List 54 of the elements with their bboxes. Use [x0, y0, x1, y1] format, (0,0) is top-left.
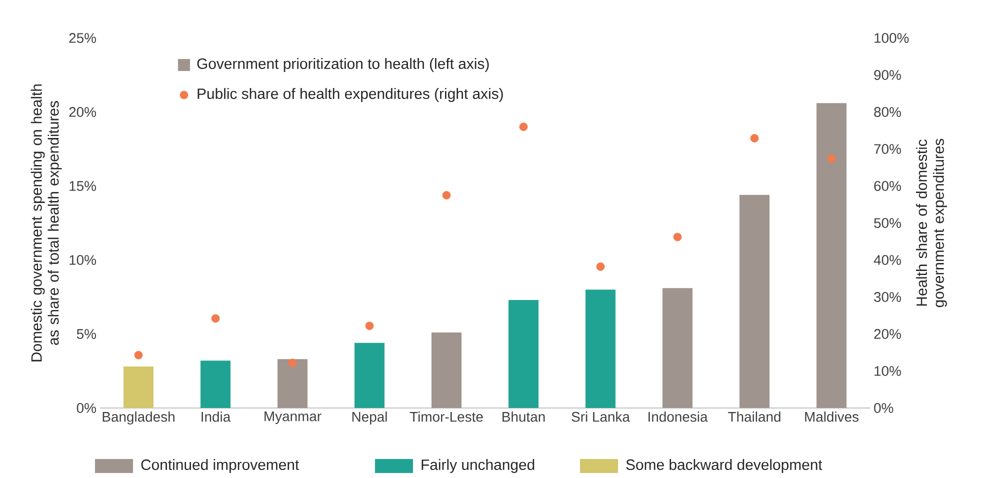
point	[288, 358, 297, 368]
y2-tick-label: 10%	[874, 366, 901, 376]
point	[442, 191, 451, 200]
legend-label: Public share of health expenditures (right axis)	[198, 88, 503, 102]
point	[134, 350, 143, 360]
y-tick-label: 20%	[69, 107, 96, 117]
point	[827, 154, 836, 163]
x-tick-label: Indonesia	[648, 412, 708, 422]
bar	[200, 360, 231, 408]
y2-tick-label: 50%	[874, 218, 901, 228]
y2-tick-label: 100%	[874, 33, 909, 43]
y-tick-label: 15%	[70, 181, 96, 191]
bar	[354, 342, 385, 408]
point	[750, 134, 759, 142]
bar	[586, 290, 616, 408]
point	[211, 314, 220, 323]
annotation: Government prioritization to health (left axis)	[197, 58, 489, 72]
x-tick-label: Thailand	[728, 412, 780, 422]
y2-tick-label: 0%	[874, 403, 894, 413]
x-tick-label: Bhutan	[502, 412, 545, 422]
x-tick-label: Maldives	[805, 412, 859, 422]
y2-tick-label: 30%	[874, 292, 901, 302]
bar	[508, 300, 539, 408]
y-tick-label: 5%	[76, 329, 96, 339]
y-axis-title: Domestic government spending on health as share of total health expenditures	[30, 84, 62, 362]
x-tick-label: Nepal	[352, 412, 387, 425]
point	[673, 232, 682, 242]
y-tick-label: 0%	[76, 403, 96, 413]
x-tick-label: Myanmar	[264, 412, 322, 424]
y2-axis-title: Health share of domestic government expenditures	[916, 138, 947, 308]
point	[519, 122, 528, 131]
bar	[432, 332, 462, 408]
y2-tick-label: 80%	[874, 107, 901, 117]
legend-label: Some backward development	[626, 459, 822, 473]
y-tick-label: 10%	[70, 255, 96, 265]
legend-label: Continued improvement	[141, 459, 300, 473]
x-tick-label: India	[202, 412, 231, 422]
bar	[662, 288, 693, 408]
x-tick-label: Timor-Leste	[410, 412, 483, 422]
bar	[278, 359, 308, 408]
y-tick-label: 25%	[69, 33, 96, 43]
x-tick-label: Sri Lanka	[572, 412, 630, 422]
bar	[816, 103, 847, 408]
point	[365, 322, 374, 330]
y2-tick-label: 70%	[874, 144, 901, 154]
x-tick-label: Bangladesh	[102, 412, 174, 425]
y2-tick-label: 40%	[874, 255, 901, 265]
point	[596, 262, 605, 271]
bar	[740, 194, 770, 408]
legend-label: Fairly unchanged	[422, 459, 534, 473]
y2-tick-label: 60%	[874, 181, 901, 191]
bar	[124, 366, 154, 408]
y2-tick-label: 90%	[874, 70, 901, 80]
y2-tick-label: 20%	[874, 329, 901, 339]
